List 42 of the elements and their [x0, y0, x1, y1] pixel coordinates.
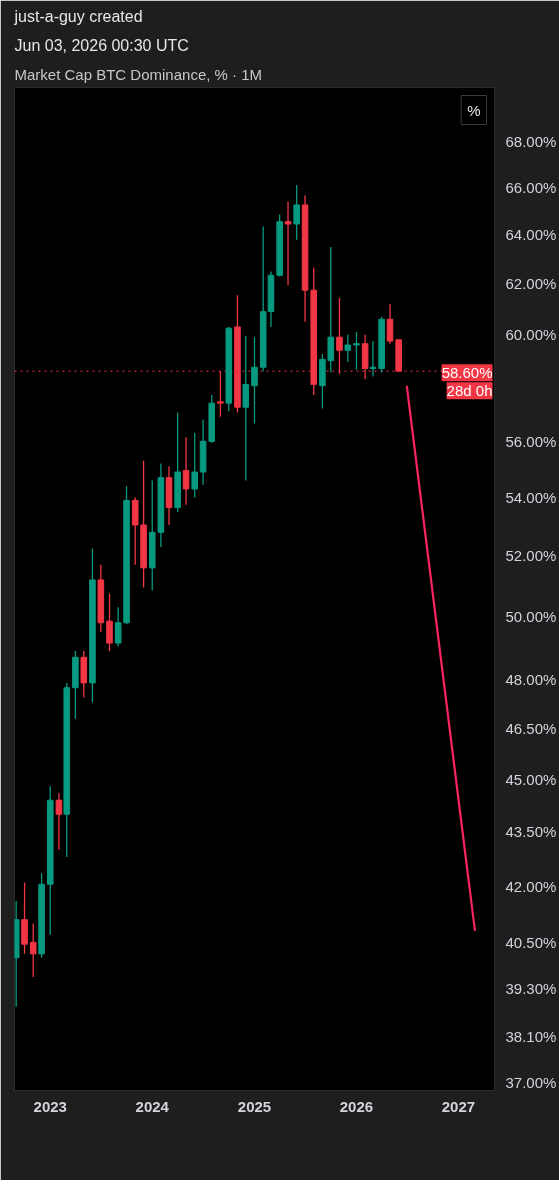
- y-tick-label: 50.00%: [505, 608, 557, 626]
- x-tick-label: 2023: [33, 1097, 67, 1115]
- y-tick-label: 56.00%: [505, 432, 557, 450]
- candlestick: [29, 922, 37, 978]
- chart-title: Market Cap BTC Dominance, % · 1M: [14, 65, 263, 83]
- y-tick-label: 37.00%: [505, 1073, 557, 1091]
- y-tick-label: 40.50%: [505, 933, 557, 951]
- y-tick-label: 52.00%: [505, 547, 557, 565]
- candlestick: [251, 336, 258, 425]
- y-tick-label: 48.00%: [505, 671, 557, 689]
- candlestick: [344, 334, 352, 363]
- candlestick: [284, 200, 292, 286]
- y-tick-label: 43.50%: [505, 823, 557, 841]
- text: Jun 03, 2026 00:30 UTC: [14, 36, 189, 54]
- y-tick-label: 45.00%: [505, 770, 557, 788]
- y-tick-label: 62.00%: [505, 275, 557, 293]
- ref-line-label: 58.60%: [441, 364, 493, 382]
- candlestick: [114, 606, 122, 647]
- candlestick: [106, 592, 113, 652]
- candlestick: [242, 335, 250, 482]
- x-tick-label: 2027: [441, 1097, 476, 1115]
- x-tick-label: 2024: [135, 1097, 170, 1115]
- candlestick: [353, 331, 360, 371]
- x-tick-label: 2025: [237, 1097, 272, 1115]
- y-tick-label: 68.00%: [505, 132, 557, 150]
- y-tick-label: 60.00%: [505, 326, 557, 344]
- y-tick-label: 38.10%: [505, 1028, 557, 1046]
- candlestick: [182, 436, 190, 506]
- y-tick-label: 54.00%: [505, 489, 557, 507]
- annotation: %: [467, 101, 481, 119]
- candlestick: [55, 792, 63, 851]
- y-tick-label: 46.50%: [505, 720, 557, 738]
- candlestick: [386, 303, 394, 345]
- y-tick-label: 64.00%: [505, 226, 557, 244]
- candlestick: [191, 432, 198, 499]
- annotation: 28d 0h: [446, 382, 493, 400]
- y-tick-label: 66.00%: [505, 178, 557, 196]
- y-tick-label: 42.00%: [505, 877, 557, 895]
- text: just-a-guy created: [13, 7, 143, 25]
- x-tick-label: 2026: [339, 1097, 374, 1115]
- y-tick-label: 39.30%: [505, 980, 557, 998]
- candlestick: [293, 184, 300, 241]
